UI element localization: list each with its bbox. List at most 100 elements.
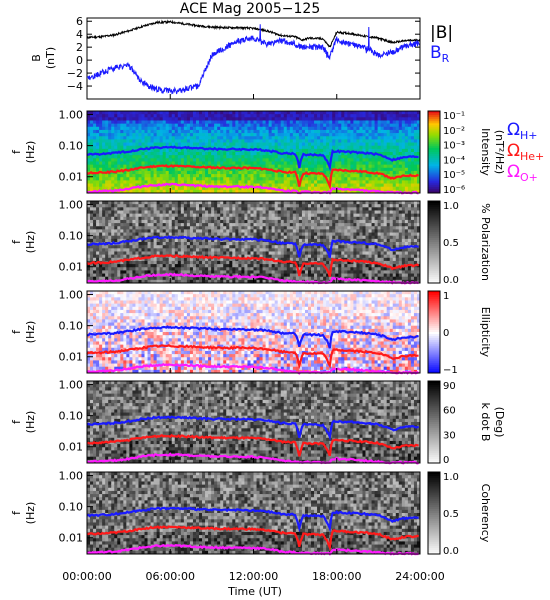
- heatmap-cell: [99, 167, 103, 172]
- heatmap-cell: [105, 120, 109, 125]
- heatmap-cell: [377, 129, 382, 134]
- heatmap-cell: [232, 213, 236, 218]
- heatmap-cell: [199, 207, 203, 211]
- heatmap-cell: [211, 142, 215, 147]
- heatmap-cell: [220, 207, 224, 211]
- heatmap-cell: [168, 210, 173, 215]
- heatmap-cell: [274, 142, 279, 147]
- heatmap-cell: [211, 167, 215, 172]
- heatmap-cell: [383, 114, 388, 118]
- heatmap-cell: [153, 210, 158, 215]
- heatmap-cell: [99, 254, 103, 259]
- heatmap-cell: [183, 117, 188, 121]
- heatmap-cell: [99, 273, 103, 278]
- heatmap-cell: [147, 260, 151, 265]
- heatmap-cell: [177, 155, 182, 159]
- heatmap-cell: [247, 226, 251, 230]
- heatmap-cell: [223, 260, 227, 265]
- heatmap-cell: [220, 219, 224, 224]
- heatmap-cell: [235, 229, 239, 233]
- heatmap-cell: [317, 238, 321, 243]
- heatmap-cell: [314, 186, 318, 191]
- heatmap-cell: [102, 161, 106, 166]
- heatmap-cell: [295, 142, 300, 147]
- heatmap-cell: [307, 145, 312, 150]
- heatmap-cell: [365, 186, 369, 191]
- heatmap-cell: [123, 158, 127, 162]
- heatmap-cell: [274, 152, 279, 156]
- heatmap-cell: [99, 123, 103, 128]
- heatmap-cell: [404, 148, 409, 153]
- heatmap-cell: [174, 177, 179, 181]
- heatmap-cell: [262, 174, 267, 178]
- heatmap-cell: [132, 170, 136, 175]
- heatmap-cell: [304, 226, 309, 230]
- heatmap-cell: [371, 129, 375, 134]
- heatmap-cell: [138, 155, 142, 159]
- heatmap-cell: [117, 186, 121, 191]
- heatmap-cell: [111, 177, 115, 181]
- heatmap-cell: [162, 129, 167, 134]
- heatmap-cell: [298, 223, 303, 227]
- heatmap-cell: [223, 223, 227, 227]
- heatmap-cell: [247, 123, 251, 128]
- heatmap-cell: [311, 273, 315, 278]
- heatmap-cell: [401, 161, 406, 166]
- heatmap-cell: [159, 245, 164, 249]
- heatmap-cell: [105, 232, 109, 237]
- heatmap-cell: [123, 155, 127, 159]
- heatmap-cell: [238, 136, 242, 140]
- heatmap-cell: [114, 213, 118, 218]
- heatmap-cell: [338, 126, 342, 131]
- heatmap-cell: [332, 161, 336, 166]
- heatmap-cell: [298, 201, 303, 205]
- heatmap-cell: [180, 139, 185, 143]
- heatmap-cell: [117, 111, 121, 115]
- heatmap-cell: [177, 139, 182, 143]
- heatmap-cell: [123, 117, 127, 121]
- heatmap-cell: [353, 177, 357, 181]
- heatmap-cell: [205, 226, 209, 230]
- heatmap-cell: [114, 204, 118, 208]
- heatmap-cell: [87, 270, 91, 274]
- heatmap-cell: [374, 126, 379, 131]
- heatmap-cell: [120, 201, 124, 205]
- heatmap-cell: [262, 264, 267, 268]
- heatmap-cell: [132, 142, 136, 147]
- heatmap-cell: [168, 120, 173, 125]
- heatmap-cell: [114, 139, 118, 143]
- heatmap-cell: [87, 180, 91, 184]
- heatmap-cell: [159, 180, 164, 184]
- heatmap-cell: [150, 177, 154, 181]
- colorbar-tick-label: 10⁻²: [443, 126, 465, 137]
- heatmap-cell: [171, 238, 176, 243]
- heatmap-cell: [150, 180, 154, 184]
- heatmap-cell: [311, 161, 315, 166]
- heatmap-cell: [217, 133, 221, 137]
- heatmap-cell: [286, 114, 291, 118]
- heatmap-cell: [277, 111, 282, 115]
- heatmap-cell: [217, 158, 221, 162]
- heatmap-cell: [280, 142, 285, 147]
- heatmap-cell: [301, 164, 306, 169]
- heatmap-cell: [138, 111, 142, 115]
- heatmap-cell: [186, 158, 191, 162]
- heatmap-cell: [217, 155, 221, 159]
- heatmap-cell: [292, 139, 297, 143]
- heatmap-cell: [259, 276, 263, 281]
- heatmap-cell: [168, 251, 173, 256]
- heatmap-cell: [392, 164, 397, 169]
- heatmap-cell: [93, 174, 97, 178]
- heatmap-cell: [144, 264, 148, 268]
- heatmap-cell: [159, 123, 164, 128]
- heatmap-cell: [229, 201, 233, 205]
- heatmap-cell: [232, 114, 236, 118]
- heatmap-cell: [205, 279, 209, 284]
- heatmap-cell: [253, 254, 257, 259]
- heatmap-cell: [117, 207, 121, 211]
- heatmap-cell: [135, 174, 139, 178]
- heatmap-cell: [223, 186, 227, 191]
- heatmap-cell: [165, 219, 170, 224]
- heatmap-cell: [341, 129, 345, 134]
- heatmap-cell: [123, 207, 127, 211]
